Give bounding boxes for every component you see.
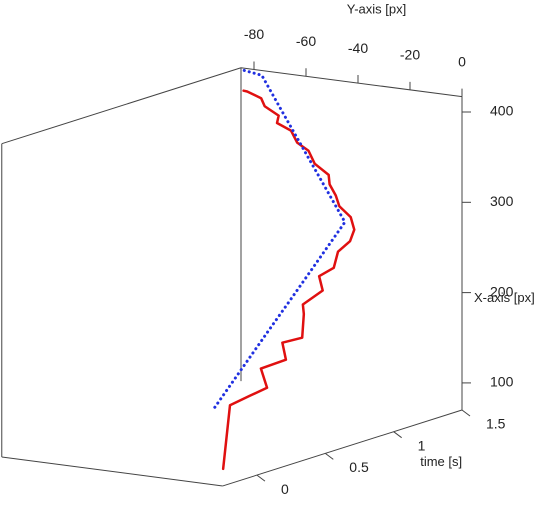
x-tick-label: 400: [490, 103, 514, 119]
box-edge: [1, 456, 223, 487]
x-tick-label: 300: [490, 193, 514, 209]
y-tick-label: -60: [296, 33, 316, 49]
y-tick-label: -40: [348, 40, 368, 56]
t-tick-label: 0: [281, 481, 289, 497]
y-tick-label: -80: [244, 26, 264, 42]
y-axis-title: Y-axis [px]: [347, 1, 407, 16]
trajectory-line: [221, 89, 356, 471]
t-tick-label: 1.5: [486, 416, 506, 432]
t-tick: [393, 431, 402, 439]
y-tick-label: 0: [458, 53, 466, 69]
box-edge: [222, 409, 463, 487]
t-tick-label: 0.5: [349, 459, 369, 475]
box-edge: [240, 67, 463, 98]
trajectory-line: [213, 68, 347, 409]
t-tick: [256, 474, 266, 482]
t-axis-title: time [s]: [420, 454, 462, 469]
x-axis-title: X-axis [px]: [474, 290, 535, 305]
y-tick-label: -20: [400, 47, 420, 63]
t-tick: [324, 452, 334, 460]
t-tick-label: 1: [418, 437, 426, 453]
x-tick-label: 200: [490, 283, 514, 299]
t-tick: [461, 409, 471, 417]
x-tick-label: 100: [490, 374, 514, 390]
box-edge: [1, 67, 242, 145]
